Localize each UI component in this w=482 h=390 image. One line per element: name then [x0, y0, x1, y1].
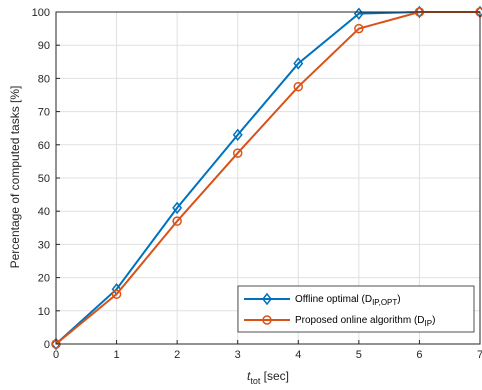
- legend-circle-marker: [262, 315, 272, 325]
- grid-lines: [56, 12, 480, 344]
- legend-label-proposed-online-tail: ): [432, 315, 435, 326]
- legend-label-proposed-online: Proposed online algorithm (DIP): [295, 315, 435, 328]
- x-tick-label: 3: [235, 349, 241, 361]
- x-tick-label: 6: [416, 349, 422, 361]
- x-tick-label: 0: [53, 349, 59, 361]
- data-point-circle: [293, 81, 304, 92]
- legend-label-offline-optimal-tail: ): [397, 294, 400, 305]
- y-tick-label: 90: [38, 40, 50, 52]
- legend-item-proposed-online: Proposed online algorithm (DIP): [244, 315, 435, 328]
- x-axis-label-unit: [sec]: [260, 369, 289, 383]
- legend-label-offline-optimal: Offline optimal (DIP,OPT): [295, 294, 401, 307]
- y-tick-label: 10: [38, 306, 50, 318]
- legend-diamond-marker: [262, 292, 272, 306]
- y-tick-label: 60: [38, 140, 50, 152]
- y-tick-label: 50: [38, 173, 50, 185]
- legend-label-proposed-online-sub: IP: [425, 319, 433, 328]
- data-point-diamond: [232, 128, 243, 142]
- data-point-diamond: [414, 5, 425, 19]
- data-point-circle: [354, 23, 364, 34]
- data-point-circle: [172, 216, 182, 226]
- legend: Offline optimal (DIP,OPT) Proposed onlin…: [237, 285, 475, 333]
- x-tick-label: 1: [114, 349, 120, 361]
- legend-box: [237, 285, 475, 333]
- y-axis-label: Percentage of computed tasks [%]: [8, 86, 22, 269]
- x-axis-label-sub: tot: [250, 376, 261, 386]
- y-tick-label: 70: [38, 107, 50, 119]
- x-tick-label: 4: [295, 349, 301, 361]
- data-point-circle: [111, 289, 122, 299]
- data-point-diamond: [293, 57, 304, 70]
- y-tick-label: 80: [38, 73, 50, 85]
- y-tick-label: 0: [44, 339, 50, 351]
- x-tick-label: 2: [174, 349, 180, 361]
- legend-label-offline-optimal-main: Offline optimal (D: [295, 294, 372, 305]
- series-line: [55, 11, 480, 345]
- legend-label-offline-optimal-sub: IP,OPT: [372, 298, 397, 307]
- legend-label-proposed-online-main: Proposed online algorithm (D: [295, 315, 425, 326]
- y-tick-label: 30: [38, 239, 50, 251]
- y-tick-label: 100: [32, 7, 50, 19]
- legend-item-offline-optimal: Offline optimal (DIP,OPT): [244, 292, 401, 307]
- series-proposed-online: [51, 7, 482, 349]
- data-point-diamond: [172, 201, 183, 215]
- x-tick-label: 5: [356, 349, 362, 361]
- data-point-circle: [232, 148, 243, 158]
- x-axis-label-main: t: [247, 369, 251, 383]
- y-tick-label: 20: [38, 273, 50, 285]
- x-axis-label: ttot [sec]: [247, 369, 289, 386]
- y-tick-label: 40: [38, 206, 50, 218]
- x-tick-label: 7: [477, 349, 482, 361]
